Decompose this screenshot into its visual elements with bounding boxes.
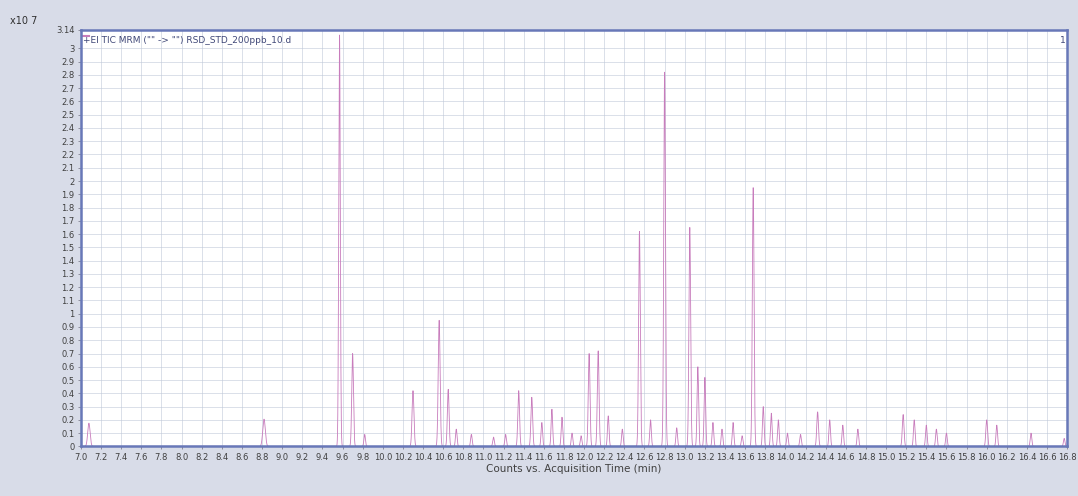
X-axis label: Counts vs. Acquisition Time (min): Counts vs. Acquisition Time (min): [486, 464, 662, 475]
Text: x10 7: x10 7: [10, 15, 38, 26]
Text: +EI TIC MRM ("" -> "") RSD_STD_200ppb_10.d: +EI TIC MRM ("" -> "") RSD_STD_200ppb_10…: [83, 36, 291, 45]
Text: 1: 1: [1060, 36, 1065, 45]
